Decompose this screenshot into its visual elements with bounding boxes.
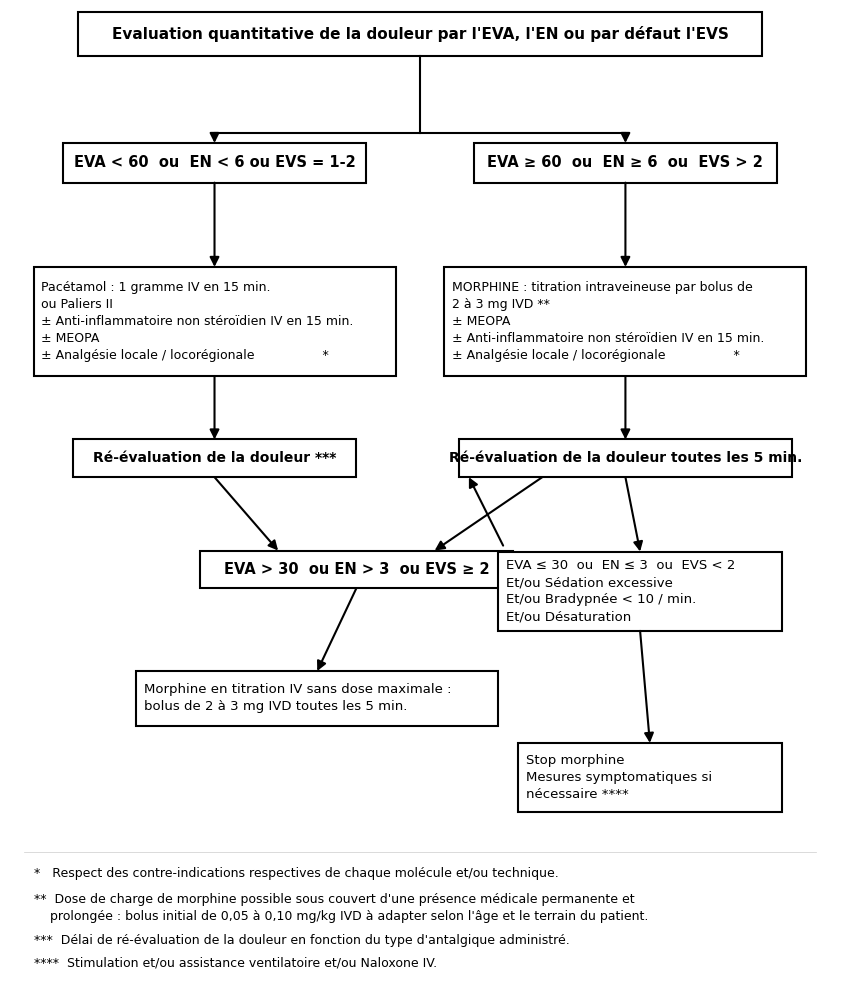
Bar [518, 743, 782, 813]
Text: Stop morphine
Mesures symptomatiques si
nécessaire ****: Stop morphine Mesures symptomatiques si … [525, 754, 711, 801]
Bar [445, 267, 807, 376]
Bar [77, 12, 762, 56]
Text: EVA ≥ 60  ou  EN ≥ 6  ou  EVS > 2: EVA ≥ 60 ou EN ≥ 6 ou EVS > 2 [488, 155, 763, 170]
Text: Morphine en titration IV sans dose maximale :
bolus de 2 à 3 mg IVD toutes les 5: Morphine en titration IV sans dose maxim… [144, 683, 451, 713]
Bar [498, 552, 782, 630]
Text: *   Respect des contre-indications respectives de chaque molécule et/ou techniqu: * Respect des contre-indications respect… [33, 867, 558, 879]
Text: EVA > 30  ou EN > 3  ou EVS ≥ 2: EVA > 30 ou EN > 3 ou EVS ≥ 2 [224, 562, 490, 577]
Bar [200, 551, 513, 589]
Bar [136, 671, 498, 725]
Text: Evaluation quantitative de la douleur par l'EVA, l'EN ou par défaut l'EVS: Evaluation quantitative de la douleur pa… [111, 26, 728, 42]
Text: EVA ≤ 30  ou  EN ≤ 3  ou  EVS < 2
Et/ou Sédation excessive
Et/ou Bradypnée < 10 : EVA ≤ 30 ou EN ≤ 3 ou EVS < 2 Et/ou Séda… [506, 559, 735, 623]
Text: Ré-évaluation de la douleur toutes les 5 min.: Ré-évaluation de la douleur toutes les 5… [449, 451, 802, 465]
Text: Pacétamol : 1 gramme IV en 15 min.
ou Paliers II
± Anti-inflammatoire non stéroï: Pacétamol : 1 gramme IV en 15 min. ou Pa… [42, 281, 354, 362]
Text: EVA < 60  ou  EN < 6 ou EVS = 1-2: EVA < 60 ou EN < 6 ou EVS = 1-2 [74, 155, 355, 170]
Bar [473, 143, 777, 182]
Text: ***  Délai de ré-évaluation de la douleur en fonction du type d'antalgique admin: *** Délai de ré-évaluation de la douleur… [33, 934, 570, 947]
Bar [72, 439, 356, 477]
Text: ****  Stimulation et/ou assistance ventilatoire et/ou Naloxone IV.: **** Stimulation et/ou assistance ventil… [33, 956, 437, 969]
Text: Ré-évaluation de la douleur ***: Ré-évaluation de la douleur *** [93, 451, 337, 465]
Bar [33, 267, 395, 376]
Text: MORPHINE : titration intraveineuse par bolus de
2 à 3 mg IVD **
± MEOPA
± Anti-i: MORPHINE : titration intraveineuse par b… [452, 281, 765, 362]
Text: **  Dose de charge de morphine possible sous couvert d'une présence médicale per: ** Dose de charge de morphine possible s… [33, 892, 648, 922]
Bar [459, 439, 791, 477]
Bar [63, 143, 366, 182]
